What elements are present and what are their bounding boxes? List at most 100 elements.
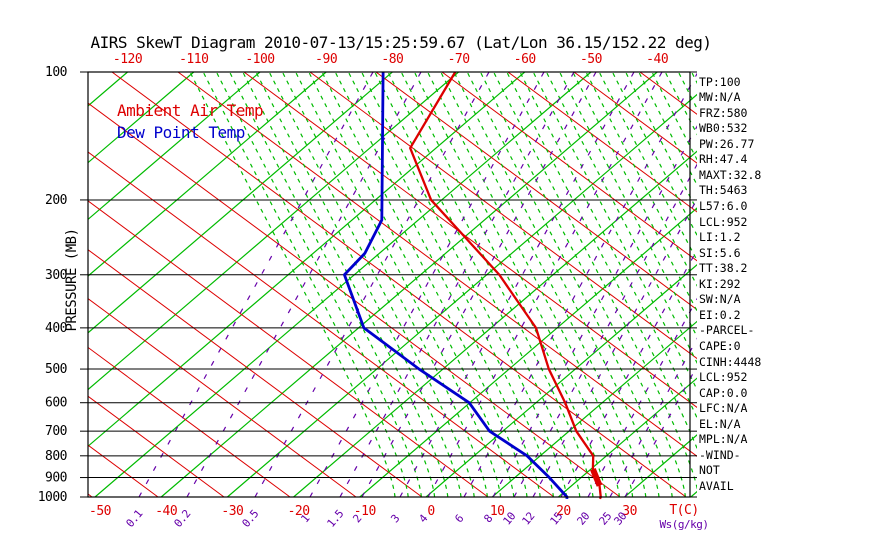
stat-label: SI:5.6 xyxy=(699,245,741,260)
mixing-ratio-label: 3 xyxy=(388,512,402,525)
pressure-tick-label: 900 xyxy=(45,471,67,486)
pressure-tick-label: 600 xyxy=(45,396,67,411)
stat-label: TT:38.2 xyxy=(699,261,748,276)
bottom-temp-tick-label: 10 xyxy=(490,504,505,519)
top-temp-tick-label: -110 xyxy=(179,52,208,67)
moist-adiabat-line xyxy=(493,71,697,492)
dry-adiabat-line xyxy=(88,395,225,498)
dry-adiabat-line xyxy=(309,71,697,360)
moist-adiabat-line xyxy=(334,71,541,498)
chart-title: AIRS SkewT Diagram 2010-07-13/15:25:59.6… xyxy=(90,33,712,52)
moist-adiabat-line xyxy=(255,71,462,498)
temp-curve-bold-segment xyxy=(590,468,603,487)
mixing-ratio-line xyxy=(339,71,575,498)
dry-adiabat-line xyxy=(573,71,697,164)
stat-label: LI:1.2 xyxy=(699,230,741,245)
stat-label: L57:6.0 xyxy=(699,199,748,213)
bottom-temp-tick-label: -20 xyxy=(288,504,310,519)
isotherm-line xyxy=(359,207,697,498)
stat-label: MPL:N/A xyxy=(699,432,748,447)
mixing-ratio-line xyxy=(560,248,697,498)
mixing-ratio-line xyxy=(532,197,697,498)
mixing-ratio-line xyxy=(492,125,697,498)
stat-label: EI:0.2 xyxy=(699,307,741,322)
legend-dew-point-temp: Dew Point Temp xyxy=(117,123,245,142)
stat-label: TH:5463 xyxy=(699,183,748,198)
pressure-tick-label: 300 xyxy=(45,268,67,283)
stat-label: KI:292 xyxy=(699,276,741,291)
isotherm-line xyxy=(88,71,327,277)
stat-label: EL:N/A xyxy=(699,416,741,431)
isotherm-line xyxy=(227,93,697,498)
moist-adiabat-line xyxy=(440,71,647,498)
dry-adiabat-line xyxy=(88,297,357,498)
plot-border xyxy=(87,71,691,498)
moist-adiabat-line xyxy=(229,71,436,498)
isotherm-line xyxy=(88,71,195,164)
dry-adiabat-line xyxy=(243,71,697,409)
moist-adiabat-line xyxy=(374,71,581,498)
top-temp-tick-label: -60 xyxy=(514,52,536,67)
stat-label: CAP:0.0 xyxy=(699,385,748,400)
stat-label: MW:N/A xyxy=(699,90,741,105)
moist-adiabat-line xyxy=(361,71,568,498)
dry-adiabat-lines xyxy=(88,71,697,498)
mixing-ratio-line xyxy=(138,71,374,498)
stat-label: LCL:952 xyxy=(699,214,748,229)
mixing-ratio-line xyxy=(361,71,597,498)
pressure-tick-label: 100 xyxy=(45,65,67,80)
pressure-axis-title: PRESSURE (MB) xyxy=(64,228,80,331)
legend-ambient-air-temp: Ambient Air Temp xyxy=(117,101,264,120)
stat-label: -PARCEL- xyxy=(699,323,755,338)
stat-label: PW:26.77 xyxy=(699,136,755,151)
temp-unit-label: T(C) xyxy=(669,503,698,518)
isotherm-line xyxy=(558,377,697,498)
bottom-temp-tick-label: -30 xyxy=(221,504,243,519)
moist-adiabat-line xyxy=(427,71,634,498)
dewpoint-curve xyxy=(343,71,569,499)
dry-adiabat-line xyxy=(88,249,423,498)
temp-curve xyxy=(409,71,602,500)
dry-adiabat-line xyxy=(88,151,555,498)
mixing-ratio-line xyxy=(427,71,663,498)
mixing-ratio-lines xyxy=(138,71,697,498)
top-temp-tick-label: -100 xyxy=(245,52,274,67)
pressure-tick-label: 200 xyxy=(45,193,67,208)
dry-adiabat-line xyxy=(88,200,489,498)
dry-adiabat-line xyxy=(441,71,697,262)
stat-label: FRZ:580 xyxy=(699,105,748,120)
bottom-temp-tick-label: 30 xyxy=(622,504,637,519)
top-temp-tick-label: -50 xyxy=(580,52,602,67)
mixing-ratio-label: 12 xyxy=(519,510,537,528)
moist-adiabat-line xyxy=(506,71,697,450)
stat-label: TP:100 xyxy=(699,74,741,89)
moist-adiabat-line xyxy=(308,71,515,498)
sounding-curves xyxy=(343,71,603,500)
mixing-ratio-line xyxy=(309,71,545,498)
pressure-tick-label: 500 xyxy=(45,362,67,377)
dry-adiabat-line xyxy=(111,71,687,498)
mixing-unit-label: Ws(g/kg) xyxy=(660,518,709,531)
pressure-tick-label: 700 xyxy=(45,424,67,439)
isotherm-line xyxy=(94,71,592,498)
isotherm-line xyxy=(88,71,459,391)
moist-adiabat-line xyxy=(321,71,528,498)
mixing-ratio-line xyxy=(186,71,422,498)
top-temp-tick-label: -90 xyxy=(315,52,337,67)
mixing-ratio-line xyxy=(254,71,490,498)
moist-adiabat-line xyxy=(466,71,673,498)
isotherm-line xyxy=(425,263,697,498)
stat-label: -WIND- xyxy=(699,447,741,462)
bottom-temp-tick-label: -40 xyxy=(155,504,177,519)
bottom-temp-tick-label: -50 xyxy=(89,504,111,519)
moist-adiabat-line xyxy=(519,71,697,420)
stat-label: CINH:4448 xyxy=(699,354,762,369)
mixing-ratio-label: 0.1 xyxy=(123,508,145,530)
mixing-ratio-line xyxy=(399,71,635,498)
dry-adiabat-line xyxy=(375,71,697,311)
mixing-ratio-label: 6 xyxy=(452,512,466,525)
isotherm-line xyxy=(88,71,526,448)
pressure-tick-label: 400 xyxy=(45,321,67,336)
